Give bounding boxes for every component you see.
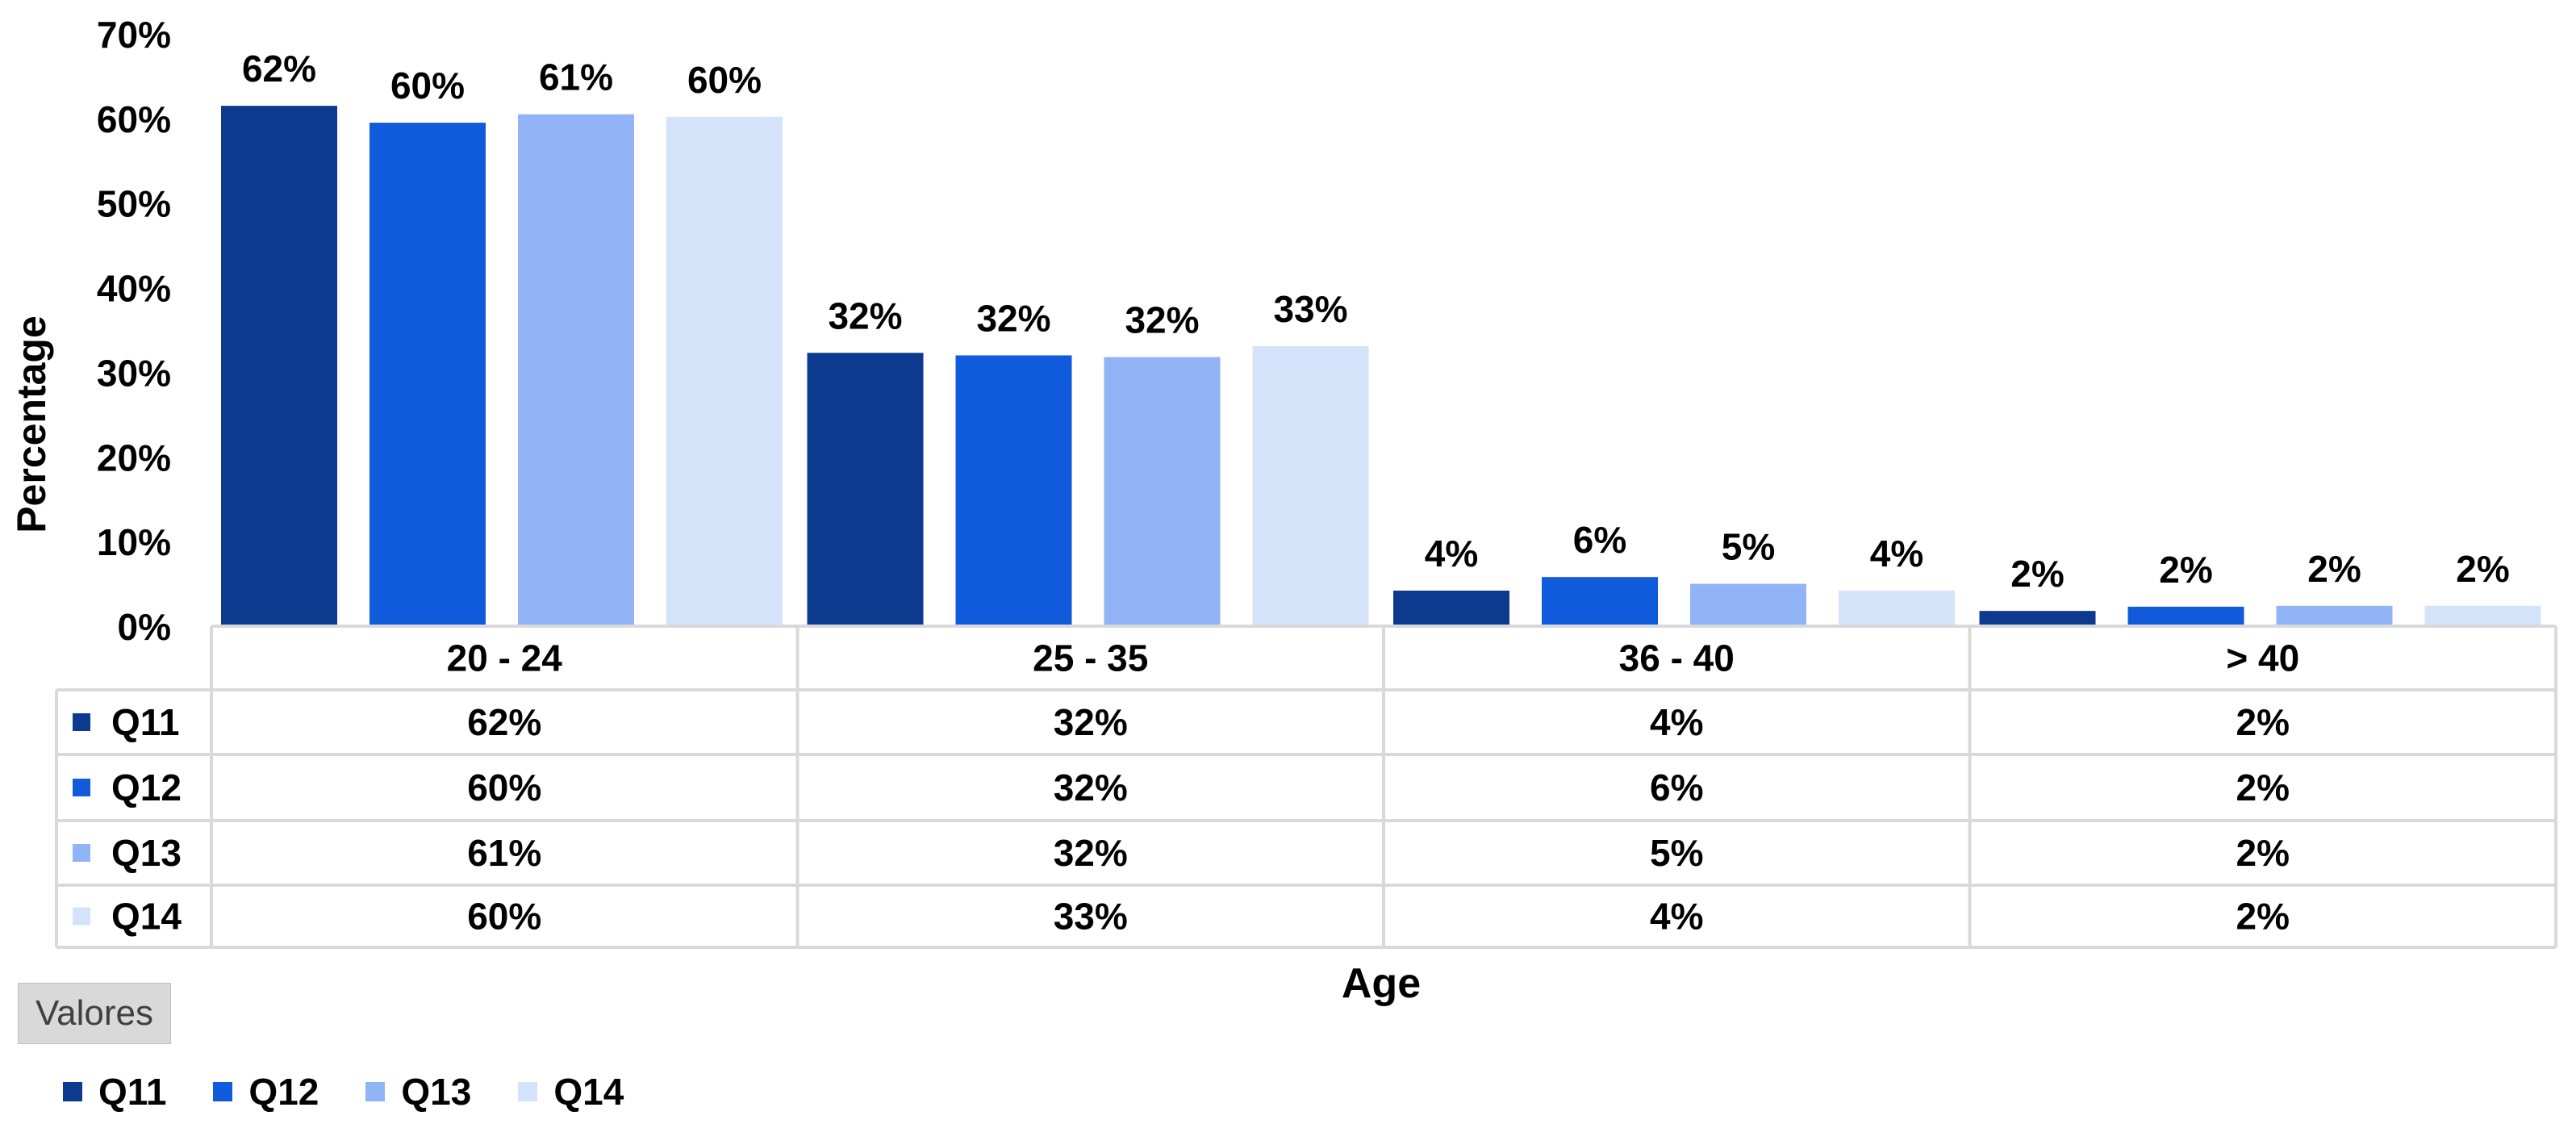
table-cell: 2% — [2236, 767, 2290, 809]
bar-q12-3 — [1542, 577, 1658, 626]
table-legend-swatch — [73, 779, 90, 796]
bar-q14-1 — [666, 116, 783, 626]
legend-swatch — [365, 1082, 386, 1101]
table-category-label: 36 - 40 — [1619, 637, 1735, 679]
table-legend-swatch — [73, 844, 90, 862]
table-cell: 6% — [1650, 767, 1703, 809]
legend-item-q11: Q11 — [63, 1070, 166, 1114]
table-series-label: Q12 — [111, 767, 182, 809]
bar-q12-1 — [369, 123, 486, 627]
legend-label: Q13 — [401, 1071, 472, 1113]
bar-q14-2 — [1252, 345, 1369, 626]
bar-q13-4 — [2276, 605, 2393, 626]
legend: Q11 Q12 Q13 Q14 — [63, 1063, 670, 1120]
y-tick-label: 40% — [97, 268, 171, 310]
bar-data-label: 4% — [1870, 533, 1923, 575]
legend-label: Q11 — [98, 1071, 167, 1113]
table-cell: 4% — [1650, 701, 1703, 743]
table-series-label: Q13 — [111, 832, 182, 874]
bar-q13-3 — [1690, 583, 1806, 626]
bar-q12-2 — [955, 355, 1072, 626]
bar-data-label: 5% — [1722, 526, 1775, 568]
x-axis-title: Age — [1342, 960, 1421, 1007]
data-table: 20 - 24 25 - 35 36 - 40 > 40 Q11 62% 32% 4% 2% Q1… — [55, 625, 2557, 949]
bar-data-label: 6% — [1573, 519, 1626, 561]
y-tick-label: 0% — [118, 606, 171, 648]
table-cell: 4% — [1650, 896, 1703, 938]
bar-data-label: 2% — [2307, 548, 2361, 590]
y-tick-label: 20% — [97, 437, 171, 478]
bar-data-label: 62% — [242, 48, 316, 90]
table-cell: 60% — [467, 767, 541, 809]
legend-item-q13: Q13 — [365, 1070, 471, 1114]
bars-group — [221, 106, 2541, 627]
bar-q11-4 — [1979, 611, 2096, 626]
table-cell: 60% — [467, 896, 541, 938]
bar-data-label: 4% — [1425, 533, 1478, 575]
table-cell: 32% — [1054, 767, 1128, 809]
table-cell: 62% — [467, 701, 541, 743]
table-legend-swatch — [73, 907, 90, 926]
bar-data-label: 2% — [2010, 553, 2064, 595]
bar-q11-3 — [1393, 590, 1509, 626]
table-category-label: 20 - 24 — [447, 637, 563, 679]
bar-data-label: 2% — [2456, 548, 2509, 590]
bar-data-label: 32% — [976, 297, 1050, 339]
bar-q14-3 — [1839, 590, 1955, 626]
table-cell: 2% — [2236, 701, 2290, 743]
y-tick-label: 60% — [97, 98, 171, 140]
table-legend-swatch — [73, 713, 90, 731]
table-cell: 2% — [2236, 832, 2290, 874]
y-tick-label: 30% — [97, 352, 171, 394]
y-axis-title: Percentage — [9, 315, 54, 533]
bar-data-label: 60% — [390, 65, 465, 107]
table-category-label: 25 - 35 — [1033, 637, 1148, 679]
y-tick-label: 70% — [97, 14, 171, 56]
table-cell: 33% — [1054, 896, 1128, 938]
bar-q11-2 — [807, 353, 924, 626]
table-cell: 32% — [1054, 701, 1128, 743]
bar-q13-2 — [1104, 357, 1221, 626]
legend-item-q14: Q14 — [518, 1070, 624, 1114]
table-cell: 32% — [1054, 832, 1128, 874]
bar-data-label: 32% — [1125, 299, 1199, 341]
y-tick-label: 10% — [97, 521, 171, 563]
legend-item-q12: Q12 — [213, 1070, 319, 1114]
bar-data-label: 32% — [828, 295, 902, 336]
legend-label: Q12 — [248, 1071, 319, 1113]
legend-label: Q14 — [553, 1071, 624, 1113]
bar-data-label: 60% — [687, 59, 762, 101]
valores-field-button[interactable]: Valores — [18, 983, 171, 1044]
bar-q12-4 — [2127, 606, 2244, 626]
bar-labels-group: 62% 60% 61% 60% 32% 32% 32% 33% 4% 6% 5% 4% 2% 2% 2% 2% — [242, 48, 2510, 595]
legend-swatch — [518, 1082, 538, 1101]
table-cell: 5% — [1650, 832, 1703, 874]
bar-q13-1 — [518, 114, 634, 627]
table-series-label: Q11 — [111, 701, 179, 743]
legend-swatch — [213, 1082, 233, 1101]
table-cell: 61% — [467, 832, 541, 874]
table-series-label: Q14 — [111, 896, 182, 938]
bar-data-label: 33% — [1273, 288, 1347, 330]
table-cell: 2% — [2236, 896, 2290, 938]
bar-q14-4 — [2424, 605, 2541, 626]
legend-swatch — [63, 1082, 82, 1101]
bar-data-label: 2% — [2159, 549, 2212, 591]
table-category-label: > 40 — [2226, 637, 2299, 679]
bar-data-label: 61% — [539, 56, 613, 98]
bar-q11-1 — [221, 106, 337, 627]
y-tick-label: 50% — [97, 183, 171, 225]
